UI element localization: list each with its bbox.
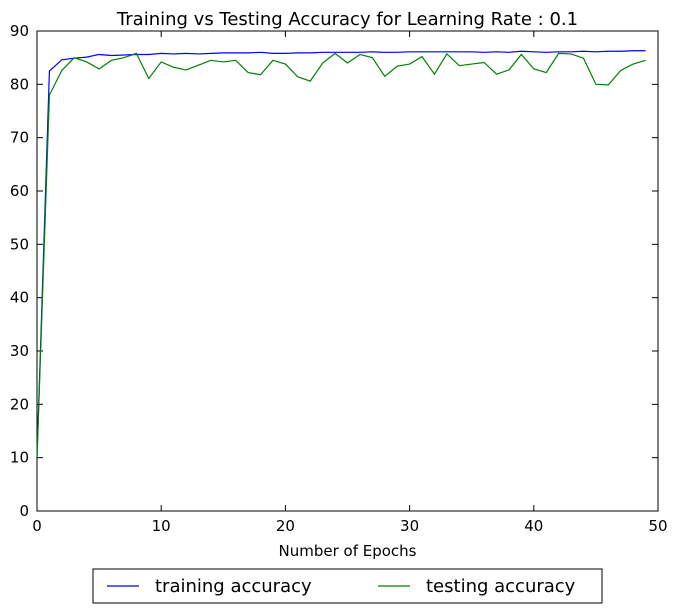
legend: training accuracy testing accuracy bbox=[92, 568, 603, 604]
x-tick-label: 0 bbox=[32, 517, 42, 535]
y-tick-label: 60 bbox=[10, 182, 29, 200]
x-tick-label: 20 bbox=[276, 517, 295, 535]
legend-label: training accuracy bbox=[155, 576, 312, 597]
y-tick-label: 40 bbox=[10, 289, 29, 307]
legend-label: testing accuracy bbox=[426, 576, 576, 597]
series-line-training-accuracy bbox=[36, 50, 646, 458]
chart-title: Training vs Testing Accuracy for Learnin… bbox=[116, 9, 578, 30]
y-tick-label: 80 bbox=[10, 75, 29, 93]
x-tick-label: 30 bbox=[400, 517, 419, 535]
plot-area bbox=[36, 30, 659, 512]
x-tick-label: 40 bbox=[524, 517, 543, 535]
y-tick-label: 10 bbox=[10, 449, 29, 467]
x-tick-label: 10 bbox=[152, 517, 171, 535]
x-axis-label: Number of Epochs bbox=[279, 542, 417, 560]
y-tick-label: 90 bbox=[10, 22, 29, 40]
x-tick-label: 50 bbox=[648, 517, 667, 535]
axis-tick-labels: 0 10 20 30 40 50 0 10 20 30 40 50 60 70 80 90 bbox=[10, 22, 668, 535]
y-tick-label: 50 bbox=[10, 235, 29, 253]
series-line-testing-accuracy bbox=[36, 52, 646, 458]
y-tick-label: 20 bbox=[10, 395, 29, 413]
y-tick-label: 30 bbox=[10, 342, 29, 360]
y-tick-label: 70 bbox=[10, 129, 29, 147]
axis-ticks bbox=[36, 30, 659, 512]
series-lines bbox=[36, 50, 646, 458]
legend-box bbox=[92, 568, 603, 604]
y-tick-label: 0 bbox=[19, 502, 29, 520]
